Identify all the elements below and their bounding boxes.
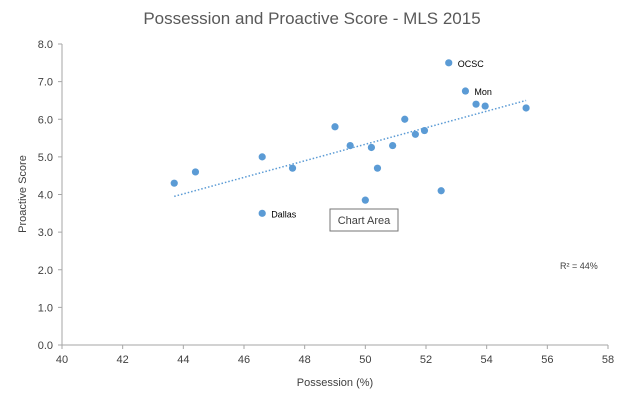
x-tick-label: 56 [541,354,553,366]
x-tick-label: 46 [238,354,250,366]
point-label: Dallas [271,209,297,219]
data-point [420,126,429,135]
x-tick-label: 44 [177,354,189,366]
data-point [411,130,419,138]
y-tick-label: 7.0 [38,77,53,89]
data-point [389,141,397,150]
data-point [258,153,266,161]
y-tick-labels: 0.0 1.0 2.0 3.0 4.0 5.0 6.0 7.0 8.0 [38,39,62,352]
data-point [288,164,297,172]
y-tick-label: 0.0 [38,340,53,352]
axes [61,44,608,346]
y-tick-label: 5.0 [38,152,53,164]
data-point [472,100,480,108]
chart-title: Possession and Proactive Score - MLS 201… [143,9,480,28]
data-point [445,59,453,67]
data-point [331,123,339,131]
x-tick-labels: 40 42 44 46 48 50 52 54 56 58 [56,345,614,366]
point-labels: Dallas OCSC Mon [271,59,492,220]
r-squared-annotation: R² = 44% [560,261,598,271]
data-point [481,102,489,110]
data-point [191,168,200,176]
x-tick-label: 42 [117,354,129,366]
data-point [522,104,530,112]
data-point [346,141,354,150]
x-tick-label: 50 [359,354,371,366]
y-tick-label: 4.0 [38,190,53,202]
data-point [401,115,409,123]
tooltip-label: Chart Area [338,215,391,227]
data-point [367,143,375,152]
x-tick-label: 52 [420,354,432,366]
chart-area-tooltip: Chart Area [329,208,399,232]
data-point [361,196,369,204]
tooltip-box [329,208,399,232]
data-points [170,59,530,217]
y-tick-label: 1.0 [38,302,53,314]
point-label: Mon [474,87,492,97]
x-axis-title: Possession (%) [297,377,373,389]
y-axis-title: Proactive Score [17,155,29,233]
x-tick-label: 48 [299,354,311,366]
y-tick-label: 8.0 [38,39,53,51]
data-point [437,187,445,195]
x-tick-label: 54 [481,354,493,366]
x-tick-label: 40 [56,354,68,366]
y-tick-label: 2.0 [38,265,53,277]
data-point [373,164,382,172]
point-label: OCSC [458,59,485,69]
data-point [258,209,266,217]
y-tick-label: 6.0 [38,114,53,126]
x-tick-label: 58 [602,354,614,366]
data-point [170,179,178,187]
y-tick-label: 3.0 [38,227,53,239]
data-point [461,87,470,95]
